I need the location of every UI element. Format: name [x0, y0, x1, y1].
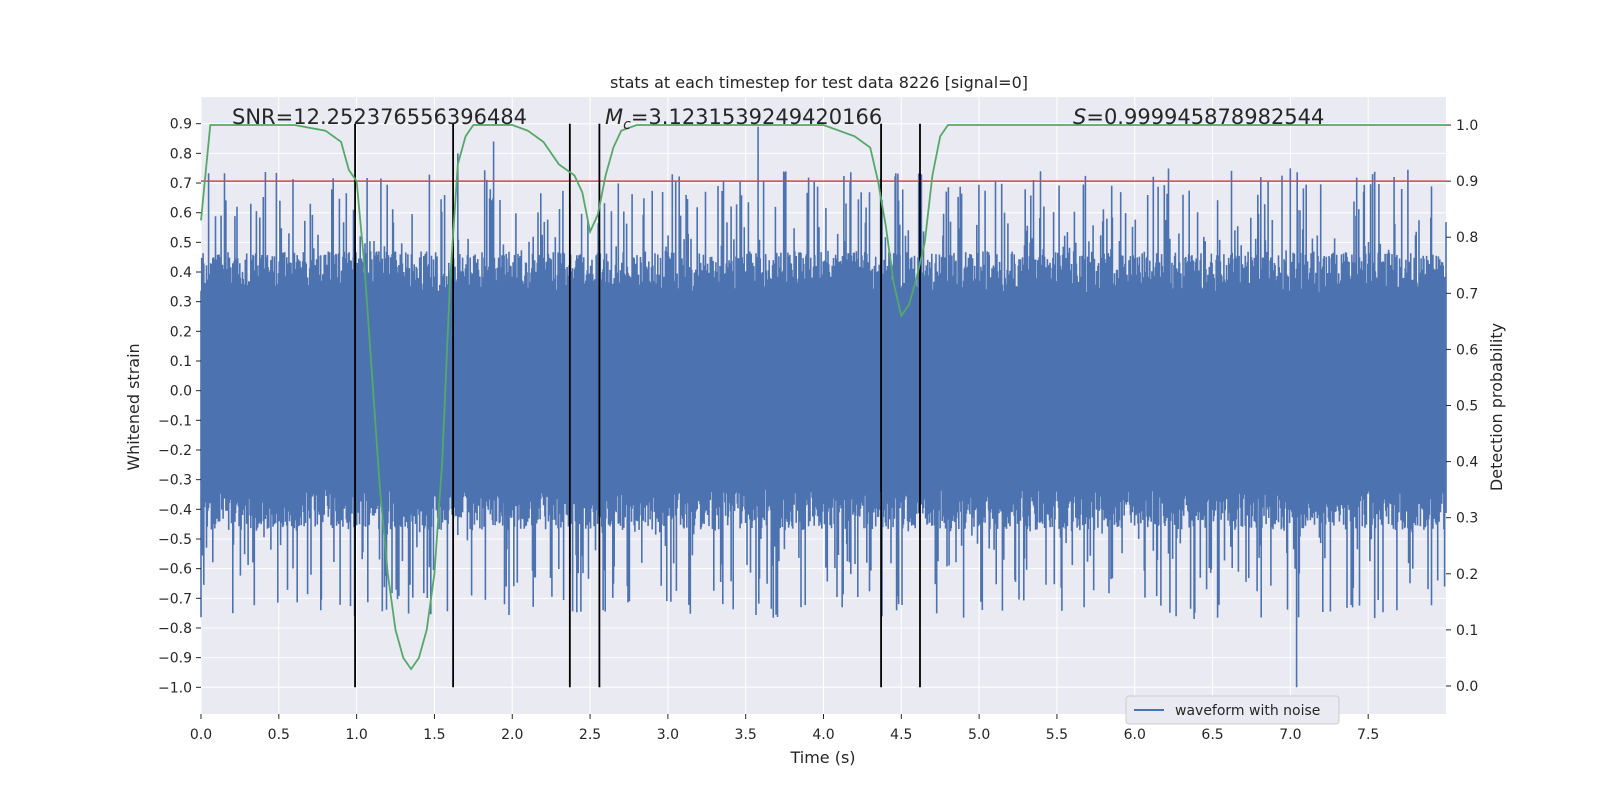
- y-left-tick-label: 0.5: [170, 235, 192, 251]
- x-tick-label: 6.0: [1124, 727, 1146, 743]
- y-right-tick-label: 0.7: [1456, 286, 1478, 302]
- chirp-mass-value: =3.1231539249420166: [631, 105, 882, 129]
- y-left-tick-label: −0.8: [158, 621, 192, 637]
- x-tick-label: 3.0: [657, 727, 679, 743]
- detection-probability-line: [200, 124, 1446, 671]
- chirp-mass-symbol: M: [605, 105, 623, 129]
- y-left-tick-label: 0.4: [170, 265, 192, 281]
- y-axis-right-label: Detection probability: [1487, 323, 1506, 491]
- waveform-path: [200, 126, 1447, 688]
- y-left-tick-label: 0.6: [170, 206, 192, 222]
- y-left-tick-label: −0.1: [158, 413, 192, 429]
- s-annotation: S=0.999945878982544: [1073, 105, 1324, 129]
- y-left-tick-label: 0.0: [170, 384, 192, 400]
- y-right-tick-label: 0.1: [1456, 623, 1478, 639]
- y-right-tick-label: 0.2: [1456, 567, 1478, 583]
- y-axis-left-label: Whitened strain: [124, 343, 143, 470]
- y-left-tick-label: −0.9: [158, 651, 192, 667]
- y-right-tick-label: 0.0: [1456, 679, 1478, 695]
- chart-title: stats at each timestep for test data 822…: [610, 73, 1028, 92]
- y-right-tick-label: 0.5: [1456, 399, 1478, 415]
- y-left-tick-label: 0.3: [170, 295, 192, 311]
- y-left-tick-label: −0.2: [158, 443, 192, 459]
- x-tick-label: 3.5: [735, 727, 757, 743]
- y-left-tick-label: −0.3: [158, 473, 192, 489]
- s-value: =0.999945878982544: [1086, 105, 1324, 129]
- x-axis-label: Time (s): [789, 748, 855, 767]
- y-left-tick-label: −0.7: [158, 591, 192, 607]
- y-right-tick-label: 0.3: [1456, 511, 1478, 527]
- y-right-tick-label: 0.9: [1456, 174, 1478, 190]
- s-symbol: S: [1073, 105, 1086, 129]
- y-left-tick-label: 0.2: [170, 324, 192, 340]
- y-right-tick-label: 1.0: [1456, 118, 1478, 134]
- x-tick-label: 1.0: [345, 727, 367, 743]
- legend-label: waveform with noise: [1175, 703, 1320, 719]
- x-tick-label: 5.5: [1046, 727, 1068, 743]
- y-left-tick-label: −1.0: [158, 680, 192, 696]
- y-left-tick-label: 0.1: [170, 354, 192, 370]
- x-tick-label: 7.0: [1279, 727, 1301, 743]
- y-left-tick-label: −0.6: [158, 562, 192, 578]
- legend: waveform with noise: [1125, 695, 1340, 725]
- chirp-mass-annotation: Mc=3.1231539249420166: [605, 105, 882, 133]
- y-left-tick-label: −0.5: [158, 532, 192, 548]
- legend-box: [1125, 695, 1340, 725]
- x-tick-label: 2.0: [501, 727, 523, 743]
- x-tick-label: 0.5: [268, 727, 290, 743]
- x-tick-label: 2.5: [579, 727, 601, 743]
- y-right-tick-label: 0.4: [1456, 455, 1478, 471]
- axis-ticks: 0.0 0.5 1.0 1.5 2.0 2.5 3.0 3.5 4.0 4.5 5.0 5.5 6.0 6…: [158, 117, 1478, 743]
- detection-probability-series: [200, 124, 1446, 671]
- x-tick-label: 5.0: [968, 727, 990, 743]
- x-tick-label: 4.5: [890, 727, 912, 743]
- y-left-tick-label: 0.8: [170, 146, 192, 162]
- vertical-marker-lines: [354, 123, 921, 688]
- y-left-tick-label: 0.7: [170, 176, 192, 192]
- waveform-series: [200, 126, 1447, 688]
- x-tick-label: 0.0: [190, 727, 212, 743]
- x-tick-label: 6.5: [1201, 727, 1223, 743]
- snr-annotation: SNR=12.252376556396484: [232, 105, 527, 129]
- x-tick-label: 1.5: [423, 727, 445, 743]
- y-right-tick-label: 0.8: [1456, 230, 1478, 246]
- x-tick-label: 4.0: [812, 727, 834, 743]
- y-left-tick-label: 0.9: [170, 117, 192, 133]
- y-right-tick-label: 0.6: [1456, 342, 1478, 358]
- x-tick-label: 7.5: [1357, 727, 1379, 743]
- y-left-tick-label: −0.4: [158, 502, 192, 518]
- chirp-mass-subscript: c: [623, 117, 631, 133]
